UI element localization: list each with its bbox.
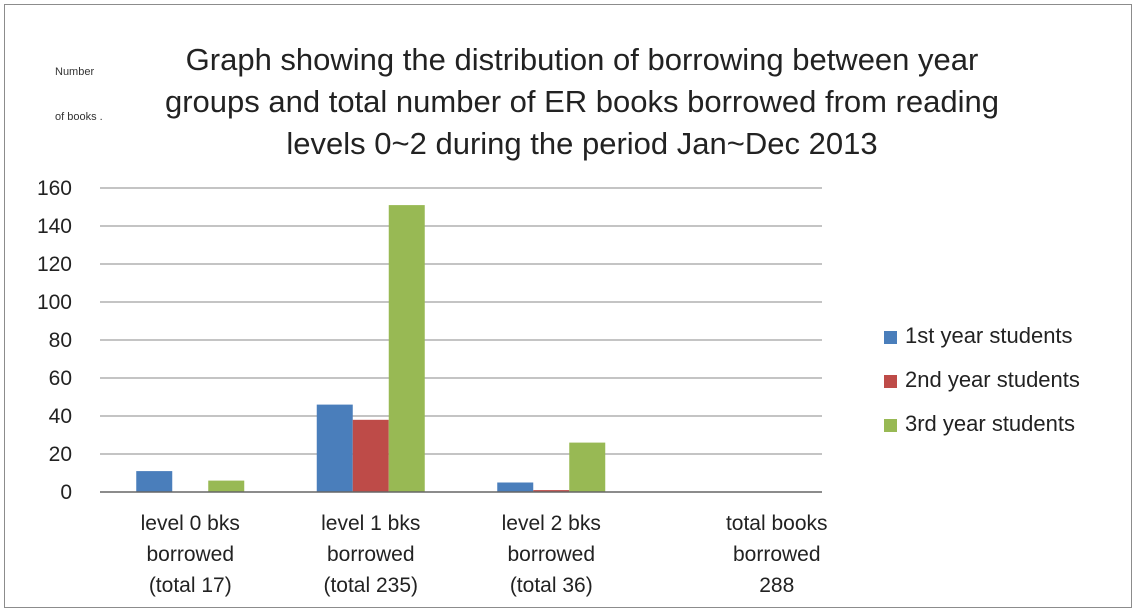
category-label: level 2 bks (502, 512, 601, 535)
category-label: level 0 bks (141, 512, 240, 535)
bar (316, 404, 353, 492)
category-label: borrowed (507, 543, 595, 566)
bar (208, 480, 245, 492)
category-label: level 1 bks (321, 512, 420, 535)
category-label: borrowed (327, 543, 415, 566)
legend-swatch (884, 419, 897, 432)
y-axis-label: Number of books . (55, 66, 103, 123)
y-tick-label: 100 (37, 291, 72, 314)
category-label: (total 235) (323, 574, 418, 597)
category-label: total books (726, 512, 828, 535)
legend-label: 3rd year students (905, 411, 1075, 436)
chart-title: Graph showing the distribution of borrow… (165, 42, 999, 161)
chart-title-line: levels 0~2 during the period Jan~Dec 201… (286, 126, 877, 161)
legend: 1st year students 2nd year students 3rd ye… (884, 323, 1080, 436)
y-tick-label: 120 (37, 253, 72, 276)
bar (533, 490, 570, 492)
y-tick-label: 140 (37, 215, 72, 238)
y-tick-label: 60 (49, 367, 72, 390)
chart-frame (4, 4, 1132, 608)
chart-title-line: Graph showing the distribution of borrow… (186, 42, 979, 77)
chart-title-line: groups and total number of ER books borr… (165, 84, 999, 119)
bar (388, 205, 425, 492)
y-axis-label-line: Number (55, 66, 94, 78)
category-label: (total 36) (510, 574, 593, 597)
legend-label: 1st year students (905, 323, 1073, 348)
y-tick-label: 160 (37, 177, 72, 200)
gridlines (100, 187, 822, 455)
y-tick-label: 40 (49, 405, 72, 428)
legend-swatch (884, 375, 897, 388)
y-tick-label: 80 (49, 329, 72, 352)
legend-swatch (884, 331, 897, 344)
legend-label: 2nd year students (905, 367, 1080, 392)
bar (136, 471, 173, 492)
category-label: 288 (759, 574, 794, 597)
y-tick-labels: 0 20 40 60 80 100 120 140 160 (37, 177, 72, 504)
bar (352, 419, 389, 492)
y-tick-label: 20 (49, 443, 72, 466)
category-label: borrowed (146, 543, 234, 566)
bars (136, 205, 606, 492)
category-labels: level 0 bks borrowed (total 17) level 1 bks… (141, 512, 828, 597)
category-label: borrowed (733, 543, 821, 566)
y-tick-label: 0 (60, 481, 72, 504)
bar (497, 482, 534, 492)
y-axis-label-line: of books . (55, 111, 103, 123)
bar (569, 442, 606, 492)
category-label: (total 17) (149, 574, 232, 597)
